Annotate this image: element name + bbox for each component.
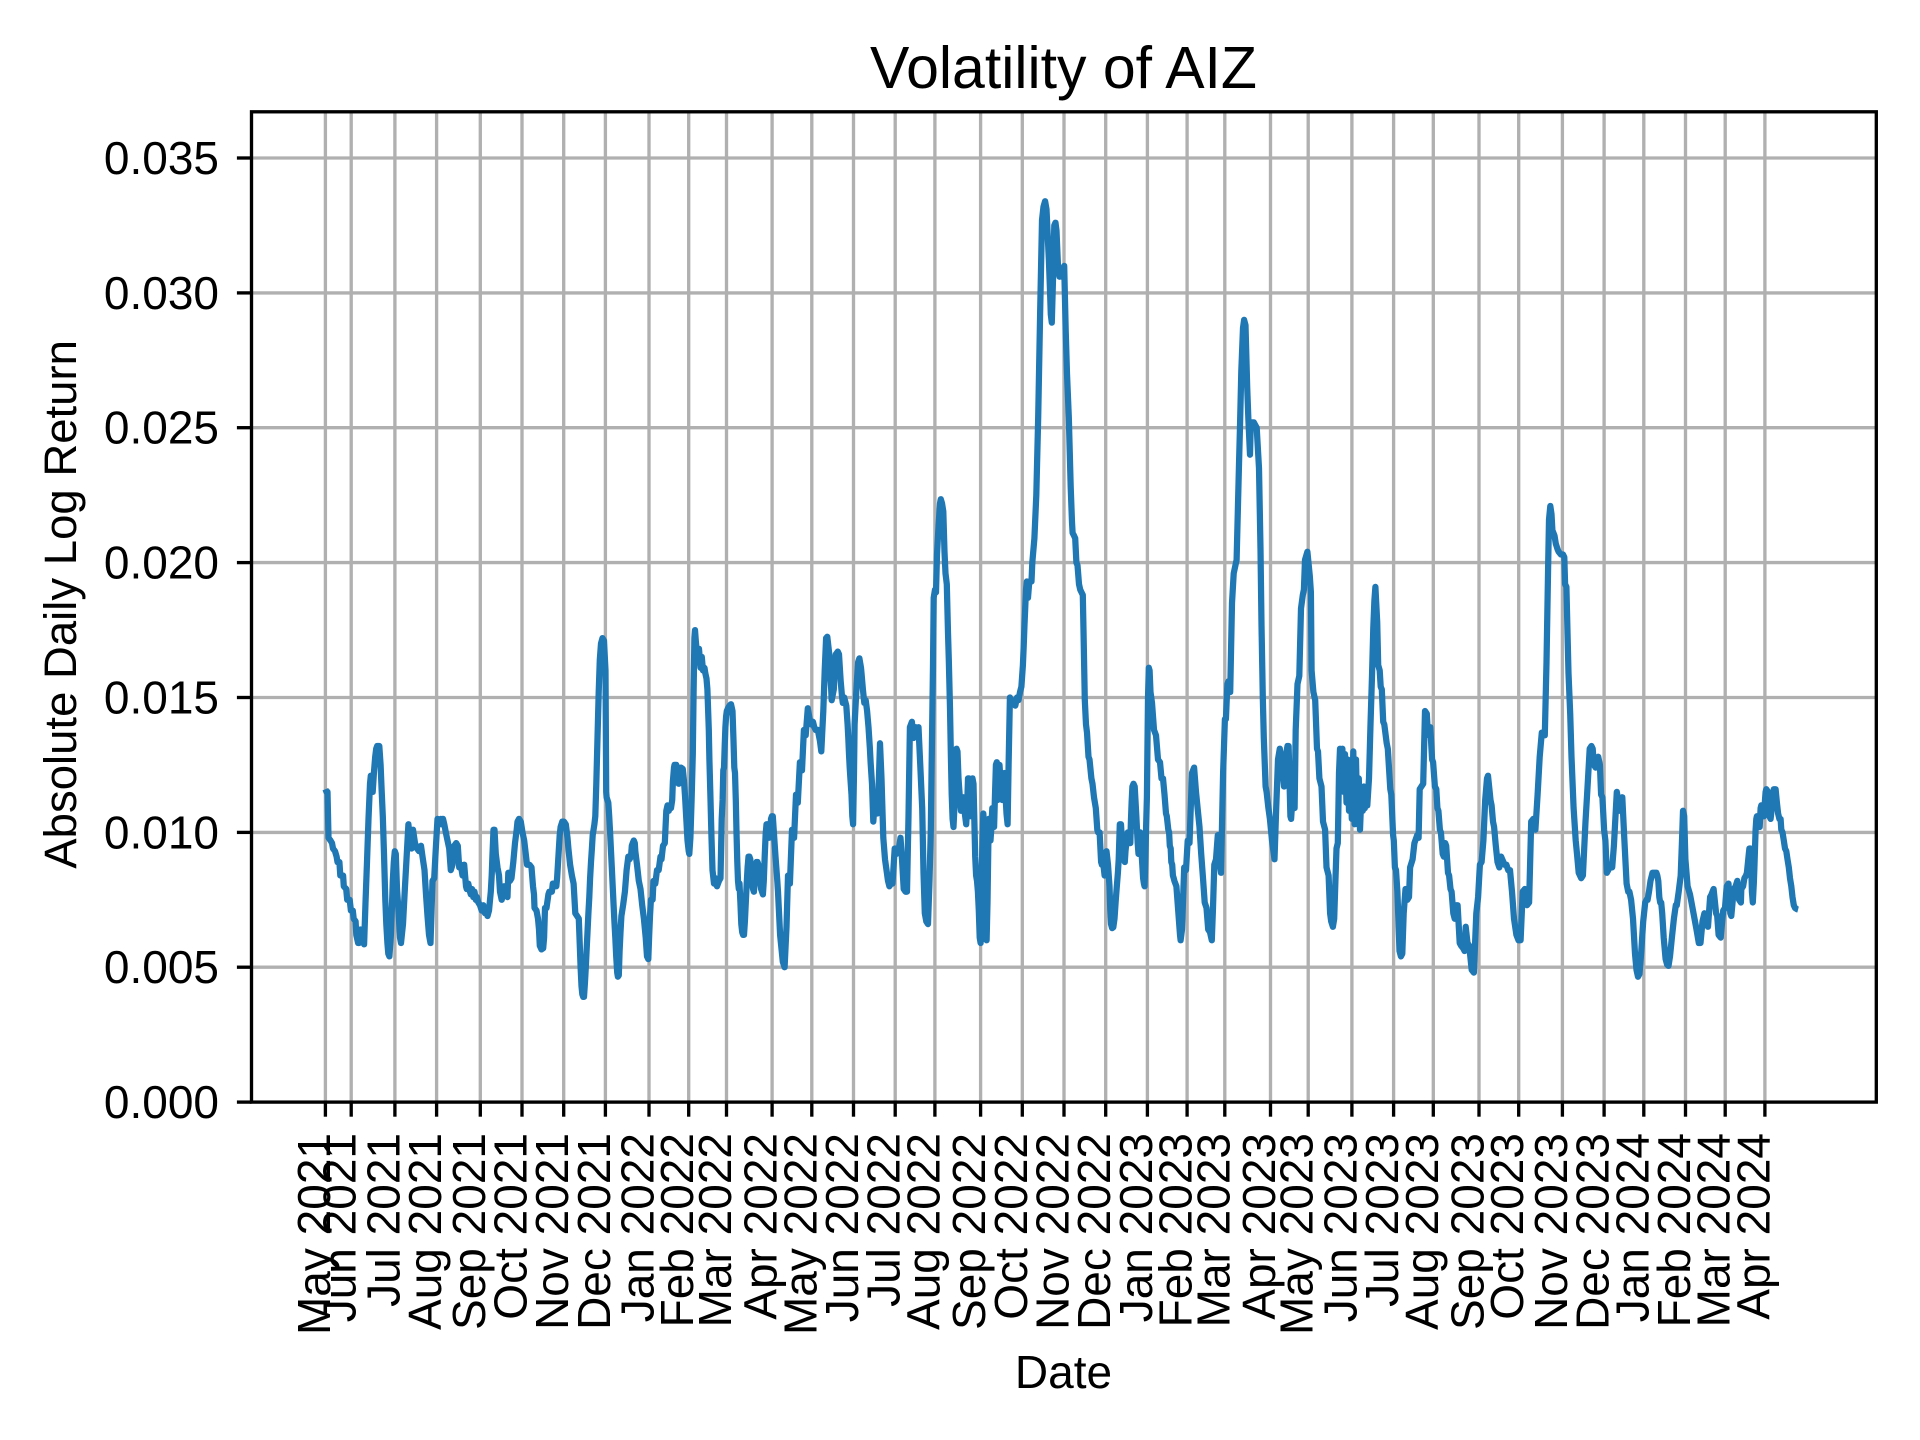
svg-text:Sep 2021: Sep 2021 bbox=[443, 1133, 495, 1330]
svg-text:Aug 2022: Aug 2022 bbox=[897, 1133, 949, 1330]
svg-text:Aug 2021: Aug 2021 bbox=[399, 1133, 451, 1330]
svg-text:0.010: 0.010 bbox=[104, 806, 219, 858]
svg-text:May 2023: May 2023 bbox=[1271, 1133, 1323, 1335]
svg-text:Jun 2022: Jun 2022 bbox=[816, 1133, 868, 1322]
svg-text:Jun 2023: Jun 2023 bbox=[1314, 1133, 1366, 1322]
svg-text:Apr 2023: Apr 2023 bbox=[1233, 1133, 1285, 1320]
svg-text:Jan 2024: Jan 2024 bbox=[1606, 1133, 1658, 1322]
svg-text:May 2022: May 2022 bbox=[774, 1133, 826, 1335]
svg-text:0.020: 0.020 bbox=[104, 537, 219, 589]
svg-text:May 2021: May 2021 bbox=[288, 1133, 340, 1335]
svg-text:0.000: 0.000 bbox=[104, 1076, 219, 1128]
svg-text:0.035: 0.035 bbox=[104, 132, 219, 184]
svg-text:Absolute Daily Log Return: Absolute Daily Log Return bbox=[35, 340, 86, 869]
svg-text:Oct 2023: Oct 2023 bbox=[1481, 1133, 1533, 1320]
svg-text:Jan 2023: Jan 2023 bbox=[1110, 1133, 1162, 1322]
svg-text:0.030: 0.030 bbox=[104, 267, 219, 319]
svg-text:Feb 2022: Feb 2022 bbox=[651, 1133, 703, 1327]
svg-text:0.025: 0.025 bbox=[104, 402, 219, 454]
svg-text:Apr 2024: Apr 2024 bbox=[1727, 1133, 1779, 1320]
svg-text:Oct 2021: Oct 2021 bbox=[485, 1133, 537, 1320]
svg-text:Jun 2021: Jun 2021 bbox=[314, 1133, 366, 1322]
svg-text:Dec 2021: Dec 2021 bbox=[568, 1133, 620, 1330]
svg-text:0.015: 0.015 bbox=[104, 672, 219, 724]
svg-text:Date: Date bbox=[1015, 1346, 1112, 1398]
svg-text:Sep 2023: Sep 2023 bbox=[1442, 1133, 1494, 1330]
svg-text:Jul 2022: Jul 2022 bbox=[858, 1133, 910, 1307]
svg-text:Mar 2023: Mar 2023 bbox=[1187, 1133, 1239, 1327]
svg-text:Dec 2022: Dec 2022 bbox=[1068, 1133, 1120, 1330]
svg-text:Nov 2023: Nov 2023 bbox=[1525, 1133, 1577, 1330]
svg-text:Jan 2022: Jan 2022 bbox=[612, 1133, 664, 1322]
svg-text:Volatility of AIZ: Volatility of AIZ bbox=[870, 35, 1257, 101]
svg-text:Jul 2021: Jul 2021 bbox=[357, 1133, 409, 1307]
svg-text:Feb 2024: Feb 2024 bbox=[1648, 1133, 1700, 1327]
svg-text:Mar 2024: Mar 2024 bbox=[1688, 1133, 1740, 1327]
svg-text:Oct 2022: Oct 2022 bbox=[985, 1133, 1037, 1320]
svg-text:Aug 2023: Aug 2023 bbox=[1396, 1133, 1448, 1330]
svg-text:Apr 2022: Apr 2022 bbox=[735, 1133, 787, 1320]
svg-text:Jul 2023: Jul 2023 bbox=[1356, 1133, 1408, 1307]
svg-text:Sep 2022: Sep 2022 bbox=[943, 1133, 995, 1330]
svg-text:Nov 2021: Nov 2021 bbox=[526, 1133, 578, 1330]
svg-text:Feb 2023: Feb 2023 bbox=[1150, 1133, 1202, 1327]
svg-text:Nov 2022: Nov 2022 bbox=[1027, 1133, 1079, 1330]
svg-text:Dec 2023: Dec 2023 bbox=[1567, 1133, 1619, 1330]
svg-text:Mar 2022: Mar 2022 bbox=[689, 1133, 741, 1327]
svg-text:0.005: 0.005 bbox=[104, 941, 219, 993]
